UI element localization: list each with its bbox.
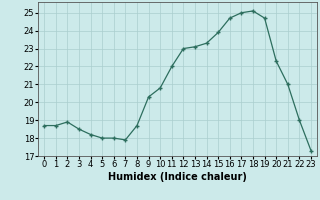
- X-axis label: Humidex (Indice chaleur): Humidex (Indice chaleur): [108, 172, 247, 182]
